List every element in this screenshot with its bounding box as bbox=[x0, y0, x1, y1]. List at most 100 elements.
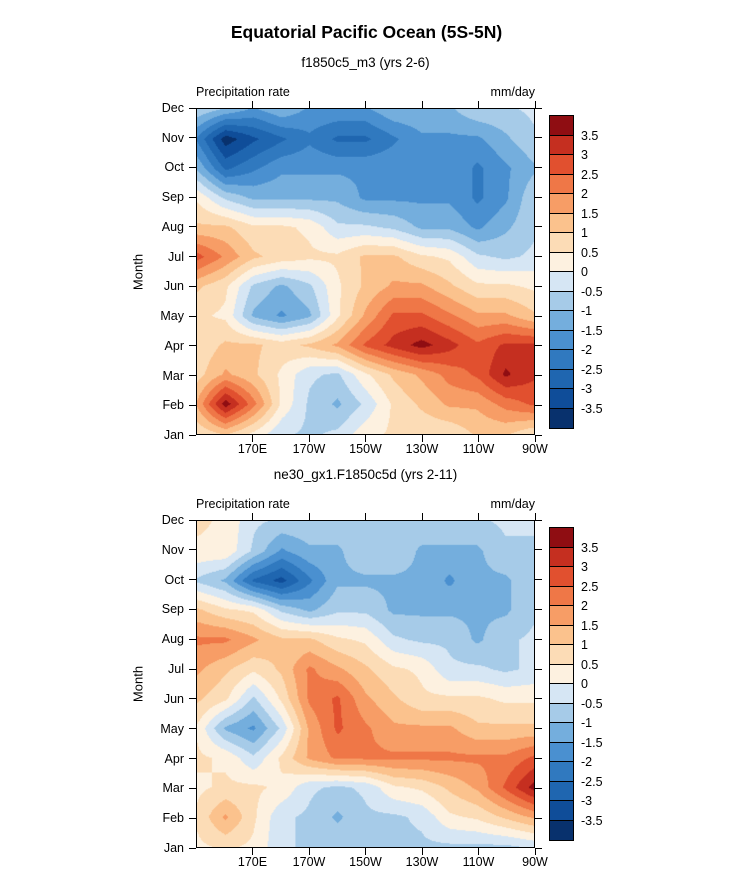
colorbar-swatch bbox=[550, 684, 573, 704]
x-tick-label: 90W bbox=[522, 442, 548, 456]
colorbar-label: -3.5 bbox=[581, 813, 603, 828]
colorbar-swatch bbox=[550, 233, 573, 253]
x-tick-mark bbox=[534, 848, 536, 855]
y-tick-label: Apr bbox=[164, 338, 184, 353]
y-tick-label: Nov bbox=[161, 542, 184, 557]
colorbar-swatch bbox=[550, 350, 573, 370]
panel-subtitle: ne30_gx1.F1850c5d (yrs 2-11) bbox=[273, 467, 458, 482]
x-tick-mark bbox=[365, 513, 366, 520]
main-title: Equatorial Pacific Ocean (5S-5N) bbox=[230, 22, 503, 42]
y-tick-label: Nov bbox=[161, 130, 184, 145]
y-tick-label: Oct bbox=[164, 160, 184, 175]
colorbar-label: 1 bbox=[581, 226, 588, 240]
colorbar-label: -1.5 bbox=[581, 735, 603, 750]
colorbar-label: -2 bbox=[581, 755, 593, 769]
x-tick-mark bbox=[308, 848, 310, 855]
y-tick-mark bbox=[189, 847, 196, 849]
colorbar-swatch bbox=[550, 194, 573, 214]
colorbar-label: -3 bbox=[581, 794, 593, 808]
y-tick-label: May bbox=[160, 721, 184, 736]
x-tick-label: 130W bbox=[405, 442, 439, 456]
colorbar-swatch bbox=[550, 252, 573, 272]
colorbar-label: 3.5 bbox=[581, 540, 599, 555]
colorbar-swatch bbox=[550, 213, 573, 233]
heatmap-canvas bbox=[197, 109, 534, 434]
y-tick-label: Jun bbox=[163, 691, 184, 706]
panel-top: f1850c5_m3 (yrs 2-6) Precipitation rate … bbox=[0, 55, 733, 467]
x-tick-label: 110W bbox=[462, 855, 495, 869]
y-tick-mark bbox=[189, 608, 196, 610]
y-tick-mark bbox=[535, 285, 542, 287]
x-tick-label: 170E bbox=[237, 855, 268, 869]
y-tick-mark bbox=[189, 345, 196, 347]
colorbar-label: 2.5 bbox=[581, 167, 599, 182]
y-tick-mark bbox=[535, 847, 542, 849]
colorbar-swatch bbox=[550, 606, 573, 626]
y-tick-mark bbox=[535, 638, 542, 640]
colorbar-swatch bbox=[550, 408, 573, 428]
y-tick-mark bbox=[189, 698, 196, 700]
colorbar-label: 3 bbox=[581, 560, 588, 574]
colorbar-swatch bbox=[550, 116, 573, 136]
y-tick-mark bbox=[535, 226, 542, 228]
y-tick-mark bbox=[535, 315, 542, 317]
y-tick-mark bbox=[189, 404, 196, 406]
y-tick-mark bbox=[535, 137, 542, 139]
y-tick-label: Jan bbox=[163, 428, 184, 442]
y-tick-mark bbox=[189, 579, 196, 581]
colorbar-swatch bbox=[550, 174, 573, 194]
x-tick-mark bbox=[421, 848, 423, 855]
colorbar-swatch bbox=[550, 311, 573, 331]
colorbar bbox=[549, 527, 574, 841]
y-tick-label: Oct bbox=[164, 572, 184, 587]
colorbar-label: -2.5 bbox=[581, 362, 603, 377]
y-tick-mark bbox=[535, 519, 542, 521]
colorbar-swatch bbox=[550, 645, 573, 665]
x-tick-mark bbox=[252, 513, 253, 520]
y-tick-mark bbox=[189, 256, 196, 258]
y-tick-mark bbox=[189, 107, 196, 109]
plot-area bbox=[196, 108, 535, 435]
x-tick-mark bbox=[534, 435, 536, 442]
x-tick-mark bbox=[534, 513, 536, 520]
y-tick-label: Jan bbox=[163, 841, 184, 855]
x-tick-label: 110W bbox=[462, 442, 495, 456]
y-tick-mark bbox=[535, 166, 542, 168]
y-tick-mark bbox=[535, 196, 542, 198]
x-tick-mark bbox=[252, 101, 253, 108]
colorbar-label: 0 bbox=[581, 677, 588, 691]
y-tick-label: Dec bbox=[161, 101, 184, 115]
panel-subtitle: f1850c5_m3 (yrs 2-6) bbox=[301, 55, 430, 70]
x-tick-mark bbox=[478, 435, 479, 442]
colorbar-label: -3 bbox=[581, 382, 593, 396]
y-tick-label: Jun bbox=[163, 279, 184, 294]
colorbar-label: 3 bbox=[581, 148, 588, 162]
units-label: mm/day bbox=[490, 85, 535, 99]
y-tick-mark bbox=[189, 285, 196, 287]
y-tick-label: Apr bbox=[164, 751, 184, 766]
colorbar-swatch bbox=[550, 762, 573, 782]
x-tick-mark bbox=[421, 513, 423, 520]
colorbar-label: 2 bbox=[581, 187, 588, 201]
y-tick-mark bbox=[535, 404, 542, 406]
y-tick-mark bbox=[189, 728, 196, 730]
colorbar-label: 2.5 bbox=[581, 579, 599, 594]
colorbar-label: -3.5 bbox=[581, 401, 603, 416]
y-tick-mark bbox=[535, 256, 542, 258]
y-tick-mark bbox=[535, 608, 542, 610]
y-tick-mark bbox=[535, 434, 542, 436]
panel-bottom: ne30_gx1.F1850c5d (yrs 2-11) Precipitati… bbox=[0, 467, 733, 882]
colorbar-label: 2 bbox=[581, 599, 588, 613]
x-tick-mark bbox=[365, 435, 366, 442]
y-tick-mark bbox=[535, 107, 542, 109]
x-tick-label: 170W bbox=[292, 442, 326, 456]
colorbar-label: -1 bbox=[581, 716, 593, 730]
colorbar-swatch bbox=[550, 389, 573, 409]
y-tick-mark bbox=[189, 549, 196, 551]
colorbar-swatch bbox=[550, 703, 573, 723]
x-tick-mark bbox=[421, 101, 423, 108]
y-tick-mark bbox=[189, 137, 196, 139]
colorbar-swatch bbox=[550, 742, 573, 762]
colorbar-label: 1 bbox=[581, 638, 588, 652]
